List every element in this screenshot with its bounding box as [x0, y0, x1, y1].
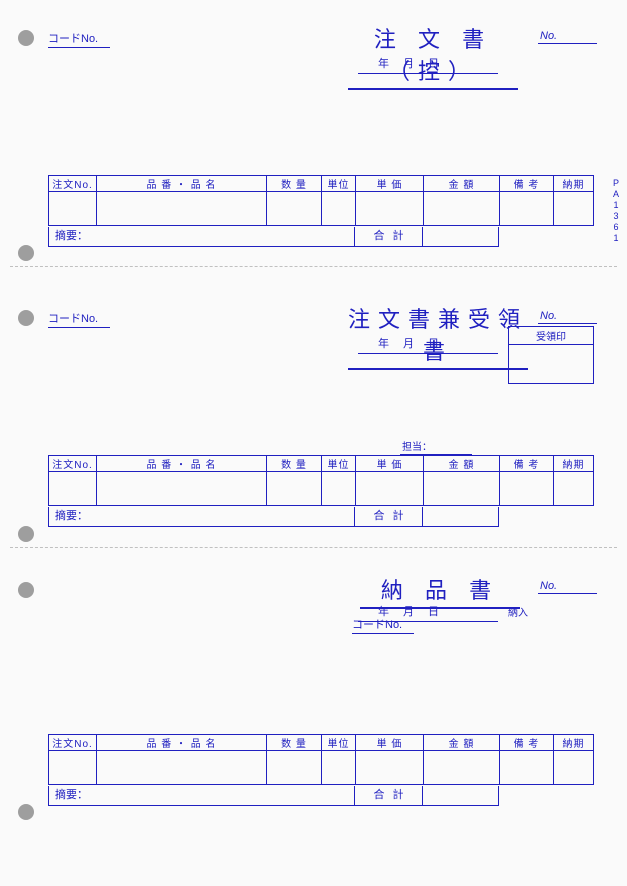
summary-row: 摘要：合計: [48, 227, 499, 247]
delivery-date-label: 納入: [508, 604, 528, 619]
col-notes: 備 考: [500, 456, 554, 472]
document-no-field: No.: [538, 310, 597, 324]
cell-notes: [500, 192, 554, 226]
cell-due: [554, 192, 594, 226]
punch-hole: [18, 245, 34, 261]
total-amount: [423, 786, 499, 806]
cell-order_no: [49, 751, 97, 785]
remarks-field: 摘要：: [48, 507, 355, 527]
date-field: 年月日: [358, 335, 498, 354]
cell-notes: [500, 751, 554, 785]
col-due: 納期: [554, 735, 594, 751]
cell-order_no: [49, 472, 97, 506]
line-items-table: 注文No.品 番 ・ 品 名数 量単位単 価金 額備 考納期: [48, 175, 594, 226]
total-label: 合計: [355, 786, 423, 806]
col-unit: 単位: [322, 456, 356, 472]
side-form-code: PA1361: [611, 178, 621, 244]
cell-unit: [322, 192, 356, 226]
perforation: [10, 266, 617, 267]
punch-hole: [18, 526, 34, 542]
stamp-label: 受領印: [509, 327, 593, 345]
col-amount: 金 額: [424, 735, 500, 751]
line-items-table: 注文No.品 番 ・ 品 名数 量単位単 価金 額備 考納期: [48, 734, 594, 785]
col-qty: 数 量: [267, 735, 322, 751]
code-no-label: コードNo.: [48, 310, 110, 328]
cell-notes: [500, 472, 554, 506]
col-price: 単 価: [356, 456, 424, 472]
cell-item: [97, 751, 267, 785]
summary-row: 摘要：合計: [48, 507, 499, 527]
cell-price: [356, 751, 424, 785]
cell-amount: [424, 192, 500, 226]
date-field: 年月日: [358, 55, 498, 74]
summary-row: 摘要：合計: [48, 786, 499, 806]
col-order_no: 注文No.: [49, 456, 97, 472]
col-unit: 単位: [322, 735, 356, 751]
punch-hole: [18, 310, 34, 326]
code-no-label: コードNo.: [48, 30, 110, 48]
cell-amount: [424, 472, 500, 506]
col-order_no: 注文No.: [49, 176, 97, 192]
cell-qty: [267, 751, 322, 785]
total-amount: [423, 227, 499, 247]
col-price: 単 価: [356, 735, 424, 751]
col-amount: 金 額: [424, 456, 500, 472]
cell-price: [356, 472, 424, 506]
punch-hole: [18, 582, 34, 598]
receipt-stamp-box: 受領印: [508, 326, 594, 384]
remarks-field: 摘要：: [48, 786, 355, 806]
person-in-charge-field: 担当：: [400, 438, 472, 455]
col-qty: 数 量: [267, 176, 322, 192]
total-label: 合計: [355, 227, 423, 247]
remarks-field: 摘要：: [48, 227, 355, 247]
punch-hole: [18, 30, 34, 46]
perforation: [10, 547, 617, 548]
cell-amount: [424, 751, 500, 785]
line-items-table: 注文No.品 番 ・ 品 名数 量単位単 価金 額備 考納期: [48, 455, 594, 506]
cell-qty: [267, 192, 322, 226]
document-no-field: No.: [538, 30, 597, 44]
col-notes: 備 考: [500, 176, 554, 192]
cell-unit: [322, 472, 356, 506]
punch-hole: [18, 804, 34, 820]
col-qty: 数 量: [267, 456, 322, 472]
col-item: 品 番 ・ 品 名: [97, 735, 267, 751]
cell-item: [97, 192, 267, 226]
col-due: 納期: [554, 456, 594, 472]
cell-order_no: [49, 192, 97, 226]
cell-due: [554, 751, 594, 785]
col-amount: 金 額: [424, 176, 500, 192]
col-item: 品 番 ・ 品 名: [97, 176, 267, 192]
cell-price: [356, 192, 424, 226]
cell-due: [554, 472, 594, 506]
col-notes: 備 考: [500, 735, 554, 751]
total-label: 合計: [355, 507, 423, 527]
col-item: 品 番 ・ 品 名: [97, 456, 267, 472]
document-no-field: No.: [538, 580, 597, 594]
cell-unit: [322, 751, 356, 785]
col-due: 納期: [554, 176, 594, 192]
cell-qty: [267, 472, 322, 506]
total-amount: [423, 507, 499, 527]
date-field: 年月日: [358, 603, 498, 622]
col-unit: 単位: [322, 176, 356, 192]
col-price: 単 価: [356, 176, 424, 192]
cell-item: [97, 472, 267, 506]
col-order_no: 注文No.: [49, 735, 97, 751]
